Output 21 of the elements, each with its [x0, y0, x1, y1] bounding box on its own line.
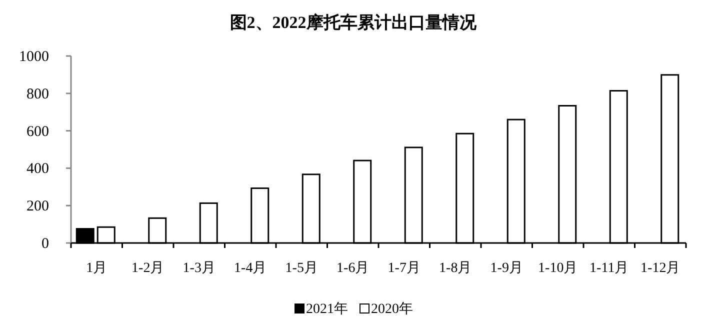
y-tick-label: 400	[26, 161, 49, 178]
x-tick-label: 1-9月	[490, 261, 523, 276]
x-tick-label: 1月	[86, 261, 108, 276]
y-tick-label: 200	[26, 198, 49, 215]
y-tick-label: 1000	[19, 49, 49, 65]
x-tick-label: 1-5月	[285, 261, 318, 276]
x-tick-label: 1-11月	[590, 261, 629, 276]
x-tick-label: 1-8月	[439, 261, 472, 276]
x-tick-label: 1-2月	[132, 261, 164, 276]
chart-title: 图2、2022摩托车累计出口量情况	[230, 13, 478, 32]
legend-label: 2021年	[306, 301, 348, 317]
y-tick-label: 600	[26, 124, 49, 140]
x-tick-label: 1-10月	[538, 261, 578, 276]
x-tick-label: 1-4月	[234, 261, 267, 276]
x-tick-label: 1-3月	[182, 261, 216, 276]
x-tick-label: 1-7月	[388, 261, 420, 276]
x-tick-label: 1-6月	[336, 261, 370, 276]
x-tick-label: 1-12月	[640, 261, 680, 276]
y-tick-label: 800	[26, 86, 49, 102]
y-tick-label: 0	[42, 236, 49, 252]
legend-label: 2020年	[371, 301, 413, 317]
